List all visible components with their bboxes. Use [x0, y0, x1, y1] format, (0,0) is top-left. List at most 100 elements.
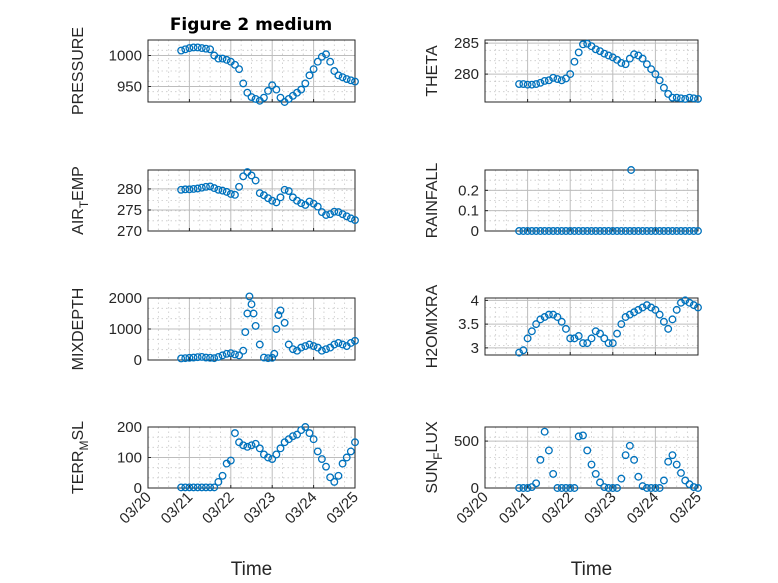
data-point	[630, 308, 639, 317]
data-point	[694, 227, 702, 235]
data-point	[197, 44, 206, 53]
data-point	[647, 227, 656, 235]
data-point	[544, 310, 553, 319]
data-point	[218, 186, 227, 195]
data-point	[613, 484, 622, 492]
y-label-main: TERR	[70, 451, 87, 495]
data-point	[596, 47, 604, 56]
y-tick-label: 500	[454, 433, 479, 450]
data-point	[689, 227, 698, 235]
data-point	[621, 60, 630, 69]
data-point	[185, 353, 194, 362]
data-point	[570, 484, 579, 492]
data-point	[685, 298, 694, 307]
y-tick-label: 1000	[109, 48, 142, 65]
data-point	[226, 456, 235, 465]
y-tick-label: 0	[471, 223, 479, 240]
y-label-main: AIR	[70, 208, 87, 235]
data-point	[351, 216, 359, 225]
data-point	[655, 76, 664, 85]
data-point	[214, 185, 223, 194]
y-label-rest: SL	[70, 421, 87, 441]
data-point	[527, 80, 536, 89]
data-point	[579, 431, 587, 440]
data-point	[553, 313, 562, 321]
data-point	[280, 318, 289, 327]
data-point	[621, 227, 630, 235]
data-point	[659, 476, 668, 485]
data-point	[189, 43, 198, 52]
data-point	[189, 483, 198, 492]
data-point	[317, 346, 326, 355]
data-point	[255, 189, 264, 198]
y-tick-label: 100	[117, 450, 142, 467]
data-point	[218, 54, 227, 63]
data-point	[634, 305, 643, 314]
data-point	[689, 94, 698, 103]
data-point	[338, 210, 347, 219]
data-point	[557, 76, 566, 85]
data-point	[305, 197, 314, 206]
data-point	[206, 45, 215, 54]
data-point	[288, 432, 297, 441]
data-point	[351, 336, 359, 345]
data-point	[600, 334, 609, 343]
axes-box	[147, 39, 356, 103]
data-point	[672, 227, 681, 235]
x-axis-label: Time	[571, 559, 613, 580]
data-point	[272, 325, 281, 333]
data-point	[549, 469, 558, 478]
data-point	[642, 227, 651, 235]
y-axis-label: H2OMIXRA	[424, 284, 441, 368]
data-point	[587, 227, 596, 235]
data-point	[677, 298, 685, 307]
data-point	[264, 194, 273, 203]
data-point	[202, 353, 210, 362]
data-point	[544, 446, 553, 455]
data-point	[523, 484, 532, 492]
axes-box	[484, 39, 699, 103]
data-point	[638, 54, 647, 63]
data-point	[334, 208, 343, 217]
data-point	[549, 310, 558, 319]
y-axis-label: PRESSURE	[70, 27, 87, 115]
data-point	[230, 350, 239, 359]
data-point	[608, 339, 617, 348]
data-point	[185, 44, 194, 53]
y-label-subscript: F	[431, 453, 445, 460]
data-point	[638, 482, 647, 491]
data-point	[664, 227, 673, 235]
data-point	[694, 303, 702, 312]
data-point	[247, 300, 256, 309]
data-point	[346, 214, 355, 223]
data-point	[239, 79, 248, 88]
data-point	[519, 80, 528, 88]
data-point	[247, 93, 256, 101]
data-point	[561, 324, 570, 333]
data-point	[574, 48, 583, 57]
data-point	[197, 483, 206, 492]
data-point	[305, 71, 314, 80]
data-point	[617, 320, 626, 329]
data-point	[570, 334, 579, 343]
data-point	[540, 227, 549, 235]
y-tick-label: 1000	[109, 321, 142, 338]
data-point	[668, 451, 677, 460]
data-point	[681, 296, 690, 305]
y-tick-label: 4	[471, 292, 479, 309]
data-point	[322, 211, 330, 219]
y-tick-label: 280	[454, 66, 479, 83]
data-point	[346, 76, 355, 85]
data-point	[338, 340, 347, 349]
data-point	[202, 44, 210, 53]
data-point	[264, 354, 273, 363]
data-point	[604, 51, 613, 60]
data-point	[583, 339, 592, 348]
data-point	[596, 478, 604, 487]
data-point	[185, 185, 194, 194]
axes-box	[484, 426, 699, 489]
data-point	[322, 462, 330, 471]
y-tick-label: 200	[117, 419, 142, 436]
data-point	[621, 313, 630, 321]
axes-box	[484, 297, 699, 356]
